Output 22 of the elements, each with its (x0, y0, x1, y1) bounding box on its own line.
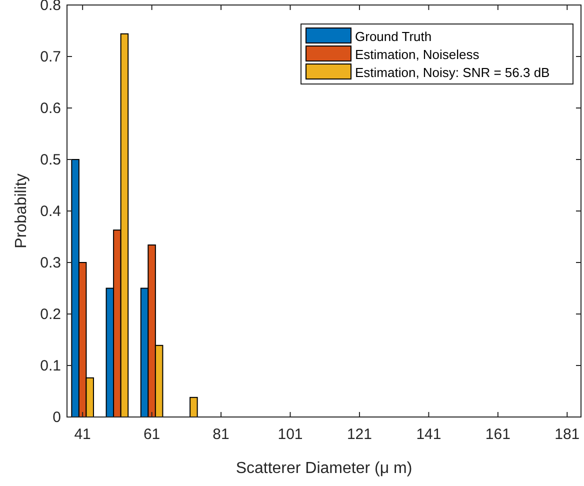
x-tick-label: 61 (143, 426, 160, 443)
y-tick-label: 0.1 (40, 358, 61, 374)
y-tick-label: 0.6 (40, 100, 61, 117)
x-tick-label: 161 (485, 426, 510, 443)
x-axis-title: Scatterer Diameter (μ m) (236, 460, 412, 477)
y-axis-title: Probability (13, 174, 30, 248)
y-tick-label: 0.2 (40, 306, 61, 323)
x-tick-label: 181 (554, 426, 580, 443)
x-tick-label: 81 (212, 426, 230, 443)
y-tick-label: 0.7 (40, 48, 61, 66)
bar (190, 396, 198, 418)
y-tick-label: 0.3 (40, 254, 61, 272)
x-tick-label: 141 (416, 426, 442, 443)
x-tick-label: 41 (74, 426, 91, 443)
y-tick-label: 0 (52, 409, 61, 426)
legend-label: Ground Truth (355, 29, 432, 44)
x-tick-label: 101 (278, 426, 303, 443)
x-tick-label: 121 (346, 426, 372, 443)
legend-label: Estimation, Noisy: SNR = 56.3 dB (355, 65, 550, 80)
y-tick-label: 0.4 (40, 203, 61, 220)
y-tick-label: 0.5 (40, 152, 61, 168)
legend-label: Estimation, Noiseless (355, 47, 480, 62)
